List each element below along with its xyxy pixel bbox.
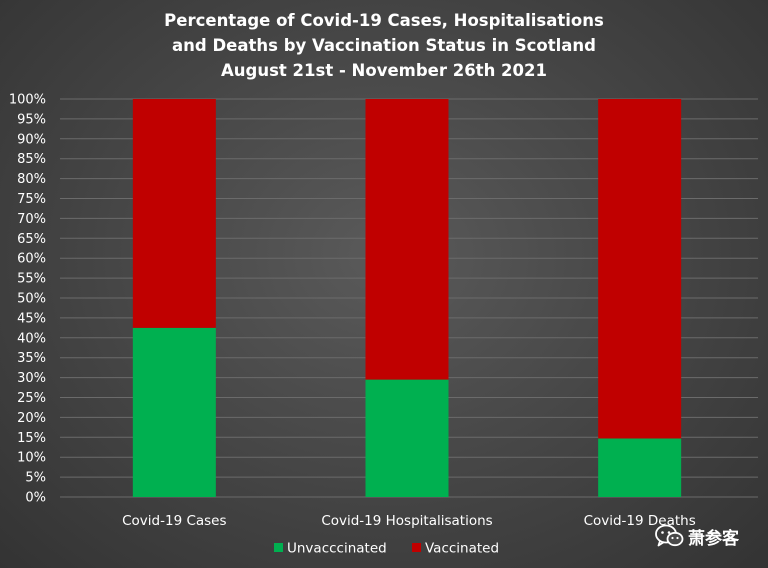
bar-unvacccinated-3 [598, 438, 682, 497]
y-tick-label: 25% [17, 391, 46, 406]
wechat-icon [655, 524, 684, 547]
y-tick-label: 65% [17, 232, 46, 247]
bar-vaccinated-3 [598, 99, 682, 439]
y-tick-label: 30% [17, 371, 46, 386]
watermark-text: 萧参客 [688, 528, 739, 549]
bar-unvacccinated-1 [132, 327, 216, 497]
x-category-label: Covid-19 Cases [122, 513, 226, 529]
legend-swatch [412, 543, 421, 552]
legend: Unvacccinated Vaccinated [274, 541, 499, 557]
x-axis-labels: Covid-19 Cases Covid-19 Hospitalisations C… [122, 513, 696, 529]
y-tick-label: 70% [17, 212, 46, 227]
y-tick-label: 40% [17, 331, 46, 346]
watermark: 萧参客 [654, 519, 754, 553]
y-tick-label: 85% [17, 152, 46, 167]
y-tick-label: 80% [17, 172, 46, 187]
bar-vaccinated-2 [365, 99, 449, 380]
bar-unvacccinated-2 [365, 379, 449, 497]
y-tick-label: 95% [17, 112, 46, 127]
legend-label: Vaccinated [425, 541, 499, 557]
y-tick-label: 60% [17, 252, 46, 267]
y-tick-label: 0% [25, 491, 46, 506]
x-category-label: Covid-19 Hospitalisations [321, 513, 492, 529]
y-tick-label: 50% [17, 292, 46, 307]
y-axis-ticks: 0% 5% 10% 15% 20% 25% 30% 35% 40% 45% 50% 55% 60% 65%… [9, 93, 46, 506]
bars [132, 99, 682, 497]
y-tick-label: 75% [17, 192, 46, 207]
chart-title-line-2: and Deaths by Vaccination Status in Scot… [172, 36, 596, 55]
chart-title: Percentage of Covid-19 Cases, Hospitalis… [0, 8, 768, 83]
legend-swatch [274, 543, 283, 552]
bar-vaccinated-1 [132, 99, 216, 328]
legend-label: Unvacccinated [287, 541, 387, 557]
y-tick-label: 5% [25, 471, 46, 486]
chart-title-line-1: Percentage of Covid-19 Cases, Hospitalis… [164, 11, 604, 30]
y-tick-label: 15% [17, 431, 46, 446]
y-tick-label: 10% [17, 451, 46, 466]
y-tick-label: 35% [17, 351, 46, 366]
chart-title-line-3: August 21st - November 26th 2021 [221, 61, 547, 80]
y-tick-label: 45% [17, 311, 46, 326]
y-tick-label: 55% [17, 272, 46, 287]
y-tick-label: 90% [17, 132, 46, 147]
y-tick-label: 100% [9, 93, 46, 108]
y-tick-label: 20% [17, 411, 46, 426]
